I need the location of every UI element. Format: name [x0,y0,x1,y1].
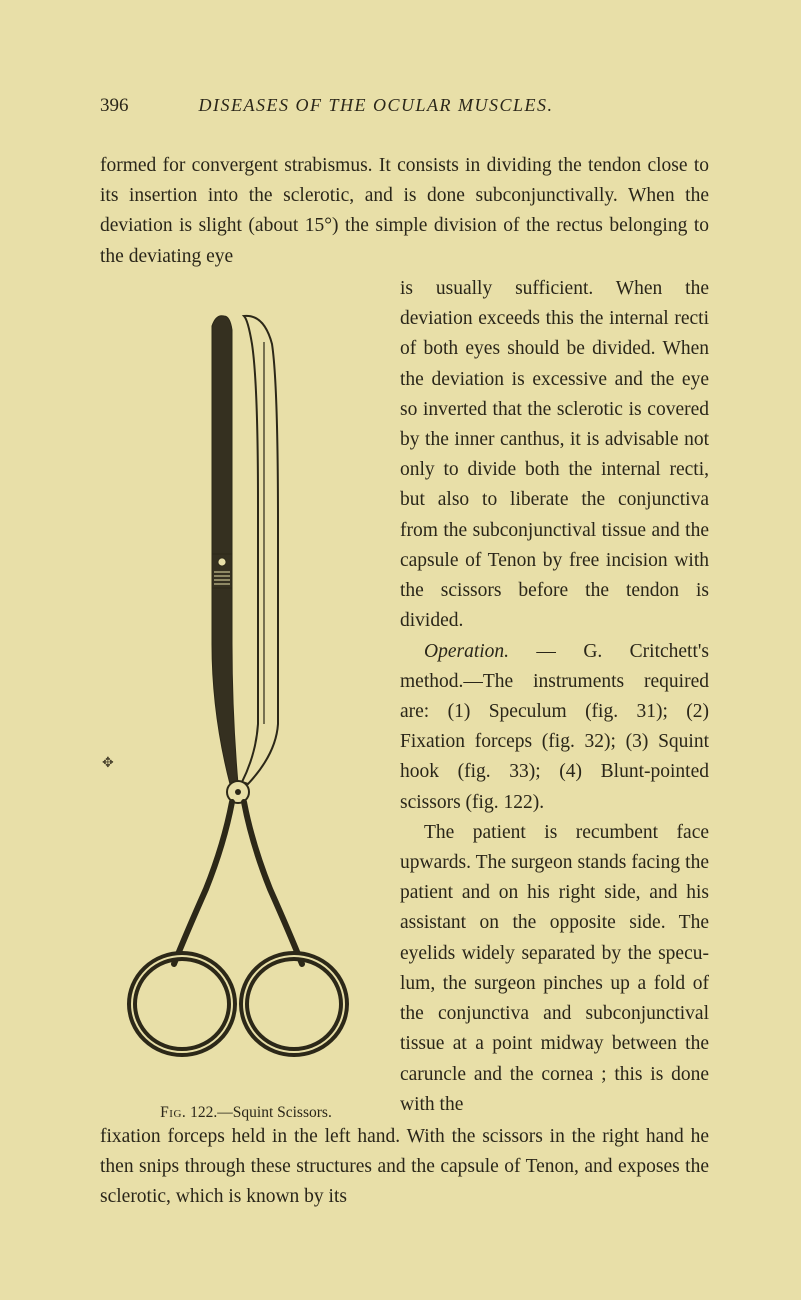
col-paragraph-2: Operation. — G. Critchett's method.—The … [400,637,709,818]
margin-mark-icon: ✥ [102,755,114,772]
operation-lead: Operation. [424,641,509,662]
scissor-loops-icon [132,956,344,1052]
page-number: 396 [100,95,129,117]
col-paragraph-3: The patient is recumbent face upwards. T… [400,818,709,1120]
figure-caption-text: —Squint Scissors. [217,1104,332,1121]
page-container: 396 DISEASES OF THE OCULAR MUSCLES. form… [0,0,801,1273]
operation-rest: — G. Critchett's method.—The instruments… [400,641,709,813]
scissor-left-blade-icon [212,316,238,784]
closing-paragraph: fixation forceps held in the left hand. … [100,1122,709,1213]
text-column: is usually sufficient. When the deviatio… [400,274,709,1122]
running-title: DISEASES OF THE OCULAR MUSCLES. [199,95,554,116]
page-header: 396 DISEASES OF THE OCULAR MUSCLES. [100,95,709,117]
scissor-shanks-icon [174,802,302,964]
col-paragraph-1: is usually sufficient. When the deviatio… [400,274,709,637]
scissor-right-blade-icon [242,316,278,784]
figure-caption: Fig. 122.—Squint Scissors. [160,1104,332,1122]
figure-caption-number: 122. [190,1104,217,1121]
intro-paragraph: formed for convergent strabismus. It con… [100,151,709,272]
figure-column: Fig. 122.—Squint Scissors. [100,274,400,1122]
figure-caption-prefix: Fig. [160,1104,186,1121]
squint-scissors-figure [116,304,376,1084]
two-column-wrap: Fig. 122.—Squint Scissors. is usually su… [100,274,709,1122]
